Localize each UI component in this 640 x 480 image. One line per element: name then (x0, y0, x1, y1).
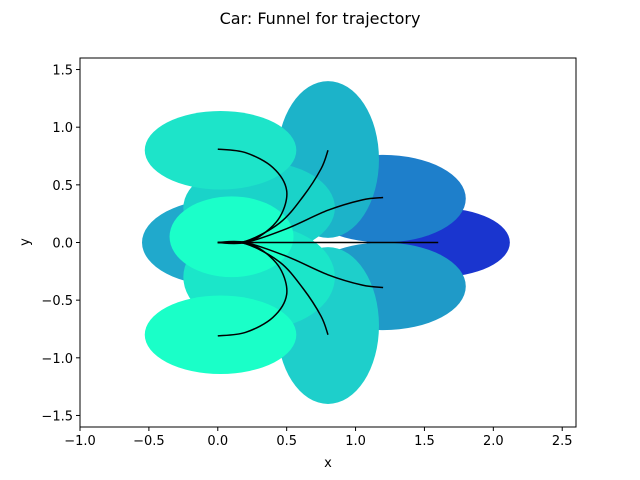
x-tick-label: 2.5 (552, 434, 573, 449)
y-axis-label: y (18, 238, 33, 246)
y-axis: −1.5 −1.0 −0.5 0.0 0.5 1.0 1.5 (41, 64, 80, 424)
x-tick-label: 0.0 (207, 434, 228, 449)
trajectory-layer (217, 148, 439, 337)
x-axis-label: x (324, 456, 332, 471)
x-tick-label: 1.0 (345, 434, 366, 449)
funnel-layer (142, 81, 510, 404)
y-tick-label: −1.5 (41, 409, 73, 424)
y-tick-label: 1.0 (52, 121, 73, 136)
y-tick-label: 0.5 (52, 179, 73, 194)
x-tick-label: 1.5 (414, 434, 435, 449)
y-tick-label: −1.0 (41, 352, 73, 367)
x-tick-label: 2.0 (483, 434, 504, 449)
y-tick-label: −0.5 (41, 294, 73, 309)
y-tick-label: 1.5 (52, 64, 73, 79)
funnel-ellipse-10 (169, 196, 294, 278)
y-tick-label: 0.0 (52, 237, 73, 252)
x-tick-label: 0.5 (276, 434, 297, 449)
funnel-ellipse-8 (144, 111, 297, 190)
trajectory-line-6 (217, 241, 288, 337)
x-tick-label: −1.0 (64, 434, 96, 449)
x-axis: −1.0 −0.5 0.0 0.5 1.0 1.5 2.0 2.5 (64, 427, 573, 449)
chart-title: Car: Funnel for trajectory (220, 9, 421, 28)
funnel-ellipse-9 (144, 295, 297, 374)
x-tick-label: −0.5 (133, 434, 165, 449)
